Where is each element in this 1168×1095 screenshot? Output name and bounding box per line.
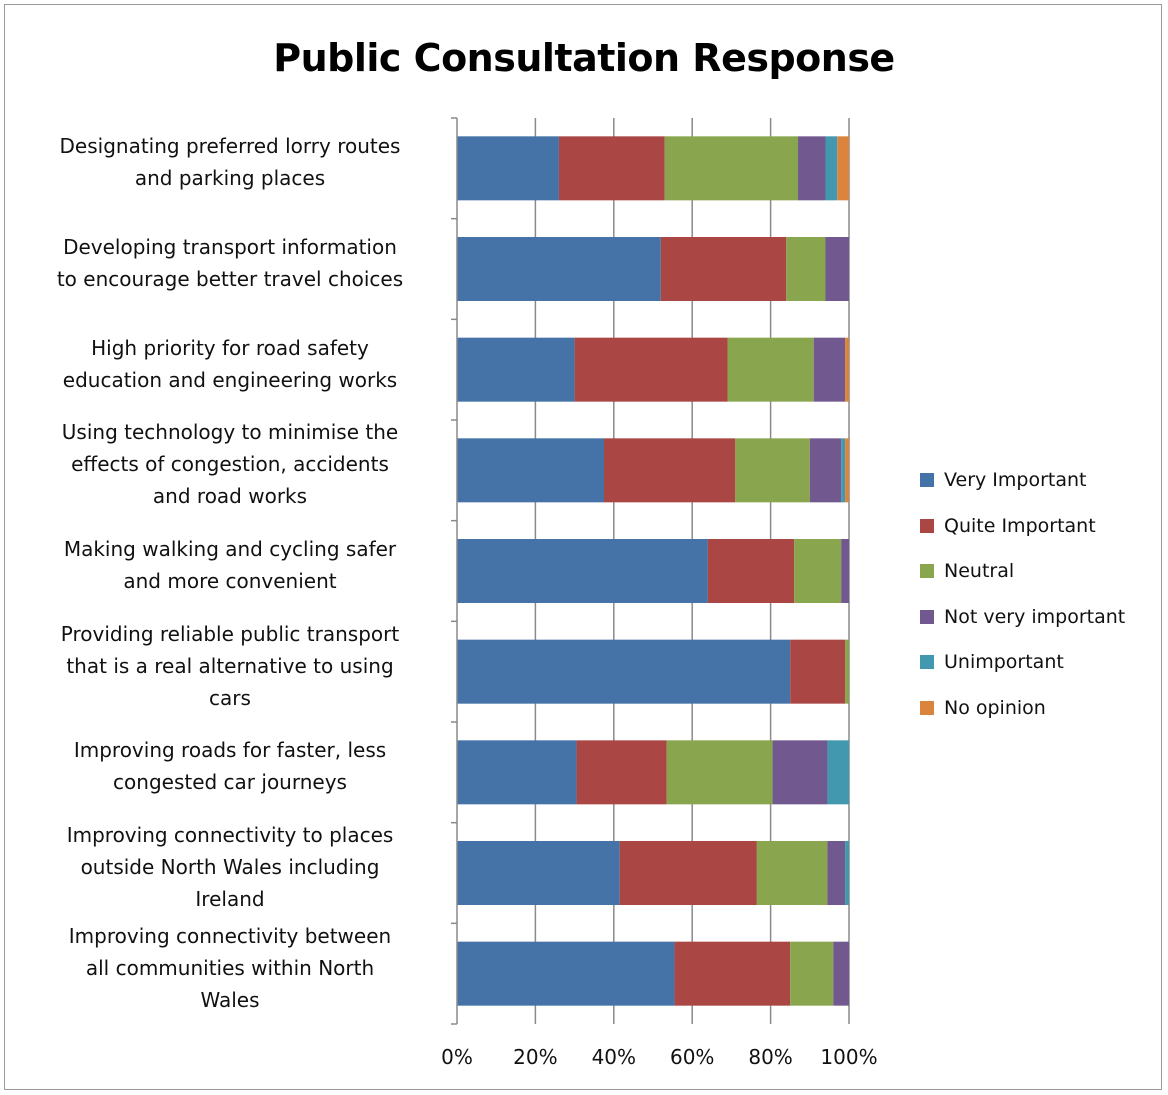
bar-segment-unimportant <box>841 438 846 503</box>
bar-segment-very-important <box>457 639 791 704</box>
bar-segment-very-important <box>457 136 559 201</box>
category-label-line: that is a real alternative to using <box>66 653 394 678</box>
category-label-line: Improving roads for faster, less <box>73 738 387 763</box>
category-label-line: congested car journeys <box>113 770 347 795</box>
bar-segment-no-opinion <box>837 136 849 201</box>
legend-label: Unimportant <box>944 651 1064 674</box>
x-tick-label: 100% <box>820 1045 877 1069</box>
bar-segment-neutral <box>727 337 814 402</box>
legend-swatch <box>920 473 934 487</box>
bar-segment-unimportant <box>825 136 838 201</box>
category-label-line: and more convenient <box>123 569 337 593</box>
legend-item: Very Important <box>920 469 1087 491</box>
x-tick-label: 40% <box>592 1045 636 1069</box>
x-tick-label: 20% <box>513 1045 557 1069</box>
bar-segment-no-opinion <box>845 438 849 503</box>
legend-label: No opinion <box>944 697 1046 719</box>
category-label: High priority for road safety education a… <box>20 332 440 396</box>
bar-segment-very-important <box>457 539 708 603</box>
category-label-line: Wales <box>200 987 260 1012</box>
bar-segment-unimportant <box>827 740 849 805</box>
legend-label: Very Important <box>944 469 1087 491</box>
bar-segment-unimportant <box>845 841 849 905</box>
category-label-line: High priority for road safety <box>91 335 369 360</box>
category-label-line: outside North Wales including <box>80 855 380 879</box>
category-label-line: effects of congestion, accidents <box>71 452 389 477</box>
bar-segment-not-very-important <box>813 337 846 402</box>
legend-swatch <box>920 564 934 579</box>
category-label-line: and road works <box>152 484 308 509</box>
bar-segment-quite-important <box>707 539 795 603</box>
bar-segment-neutral <box>735 438 810 503</box>
bar-segment-quite-important <box>619 841 757 905</box>
category-label-line: Improving connectivity to places <box>66 823 394 847</box>
bar-segment-neutral <box>666 740 773 805</box>
bar-segment-very-important <box>457 740 577 805</box>
legend-label: Neutral <box>944 560 1015 583</box>
legend-swatch <box>920 609 934 624</box>
x-tick-label: 0% <box>441 1045 473 1069</box>
legend-item: Quite Important <box>920 515 1096 537</box>
category-label: Developing transport information to encou… <box>20 231 440 295</box>
category-label-line: cars <box>209 685 251 710</box>
bar-segment-not-very-important <box>772 740 828 805</box>
bar-segment-neutral <box>845 639 849 704</box>
bar-segment-no-opinion <box>845 337 849 402</box>
legend-item: Neutral <box>920 560 1014 582</box>
category-label: Improving roads for faster, less congeste… <box>20 734 440 798</box>
bar-segment-neutral <box>790 941 834 1006</box>
bar-segment-very-important <box>457 337 575 402</box>
legend-swatch <box>920 655 934 670</box>
legend-label: Quite Important <box>944 514 1096 537</box>
bar-segment-neutral <box>786 237 826 301</box>
category-label-line: Using technology to minimise the <box>61 420 399 445</box>
category-label-line: and parking places <box>134 166 326 191</box>
bar-segment-quite-important <box>576 740 667 805</box>
bar-segment-not-very-important <box>825 237 849 301</box>
category-label: Improving connectivity to places outside … <box>20 819 440 915</box>
category-label-line: Developing transport information <box>63 235 397 259</box>
x-tick-label: 80% <box>748 1045 792 1069</box>
category-label-line: Improving connectivity between <box>68 923 392 948</box>
category-label-line: Designating preferred lorry routes <box>59 134 401 159</box>
bar-segment-not-very-important <box>809 438 842 503</box>
category-label: Providing reliable public transport that … <box>20 618 440 714</box>
bar-segment-quite-important <box>558 136 665 201</box>
bar-segment-not-very-important <box>833 941 849 1006</box>
chart-title: Public Consultation Response <box>273 36 895 80</box>
bar-segment-not-very-important <box>841 539 849 603</box>
x-tick-label: 60% <box>670 1045 714 1069</box>
category-label: Making walking and cycling safer and more… <box>20 533 440 597</box>
bar-segment-not-very-important <box>798 136 826 201</box>
bar-segment-neutral <box>756 841 828 905</box>
bar-segment-neutral <box>664 136 799 201</box>
category-label-line: to encourage better travel choices <box>56 267 404 291</box>
legend-item: No opinion <box>920 697 1046 719</box>
category-label: Using technology to minimise the effects … <box>20 416 440 512</box>
bar-segment-quite-important <box>790 639 846 704</box>
legend-item: Unimportant <box>920 651 1064 673</box>
category-label-line: Ireland <box>195 887 265 911</box>
bar-segment-very-important <box>457 237 661 301</box>
bar-segment-neutral <box>794 539 842 603</box>
bar-segment-quite-important <box>674 941 791 1006</box>
legend-swatch <box>920 701 934 715</box>
bar-segment-quite-important <box>574 337 728 402</box>
legend-swatch <box>920 518 934 533</box>
bar-segment-not-very-important <box>827 841 846 905</box>
bar-segment-quite-important <box>660 237 787 301</box>
category-label: Designating preferred lorry routes and pa… <box>20 130 440 194</box>
bar-segment-quite-important <box>604 438 736 503</box>
category-label: Improving connectivity between all commun… <box>20 920 440 1016</box>
category-label-line: Providing reliable public transport <box>60 621 400 646</box>
legend-item: Not very important <box>920 606 1125 628</box>
category-label-line: education and engineering works <box>62 367 398 392</box>
category-label-line: Making walking and cycling safer <box>63 537 397 561</box>
legend-label: Not very important <box>944 605 1126 628</box>
category-label-line: all communities within North <box>85 955 375 980</box>
bar-segment-very-important <box>457 941 675 1006</box>
bar-segment-very-important <box>457 841 620 905</box>
bar-segment-very-important <box>457 438 604 503</box>
